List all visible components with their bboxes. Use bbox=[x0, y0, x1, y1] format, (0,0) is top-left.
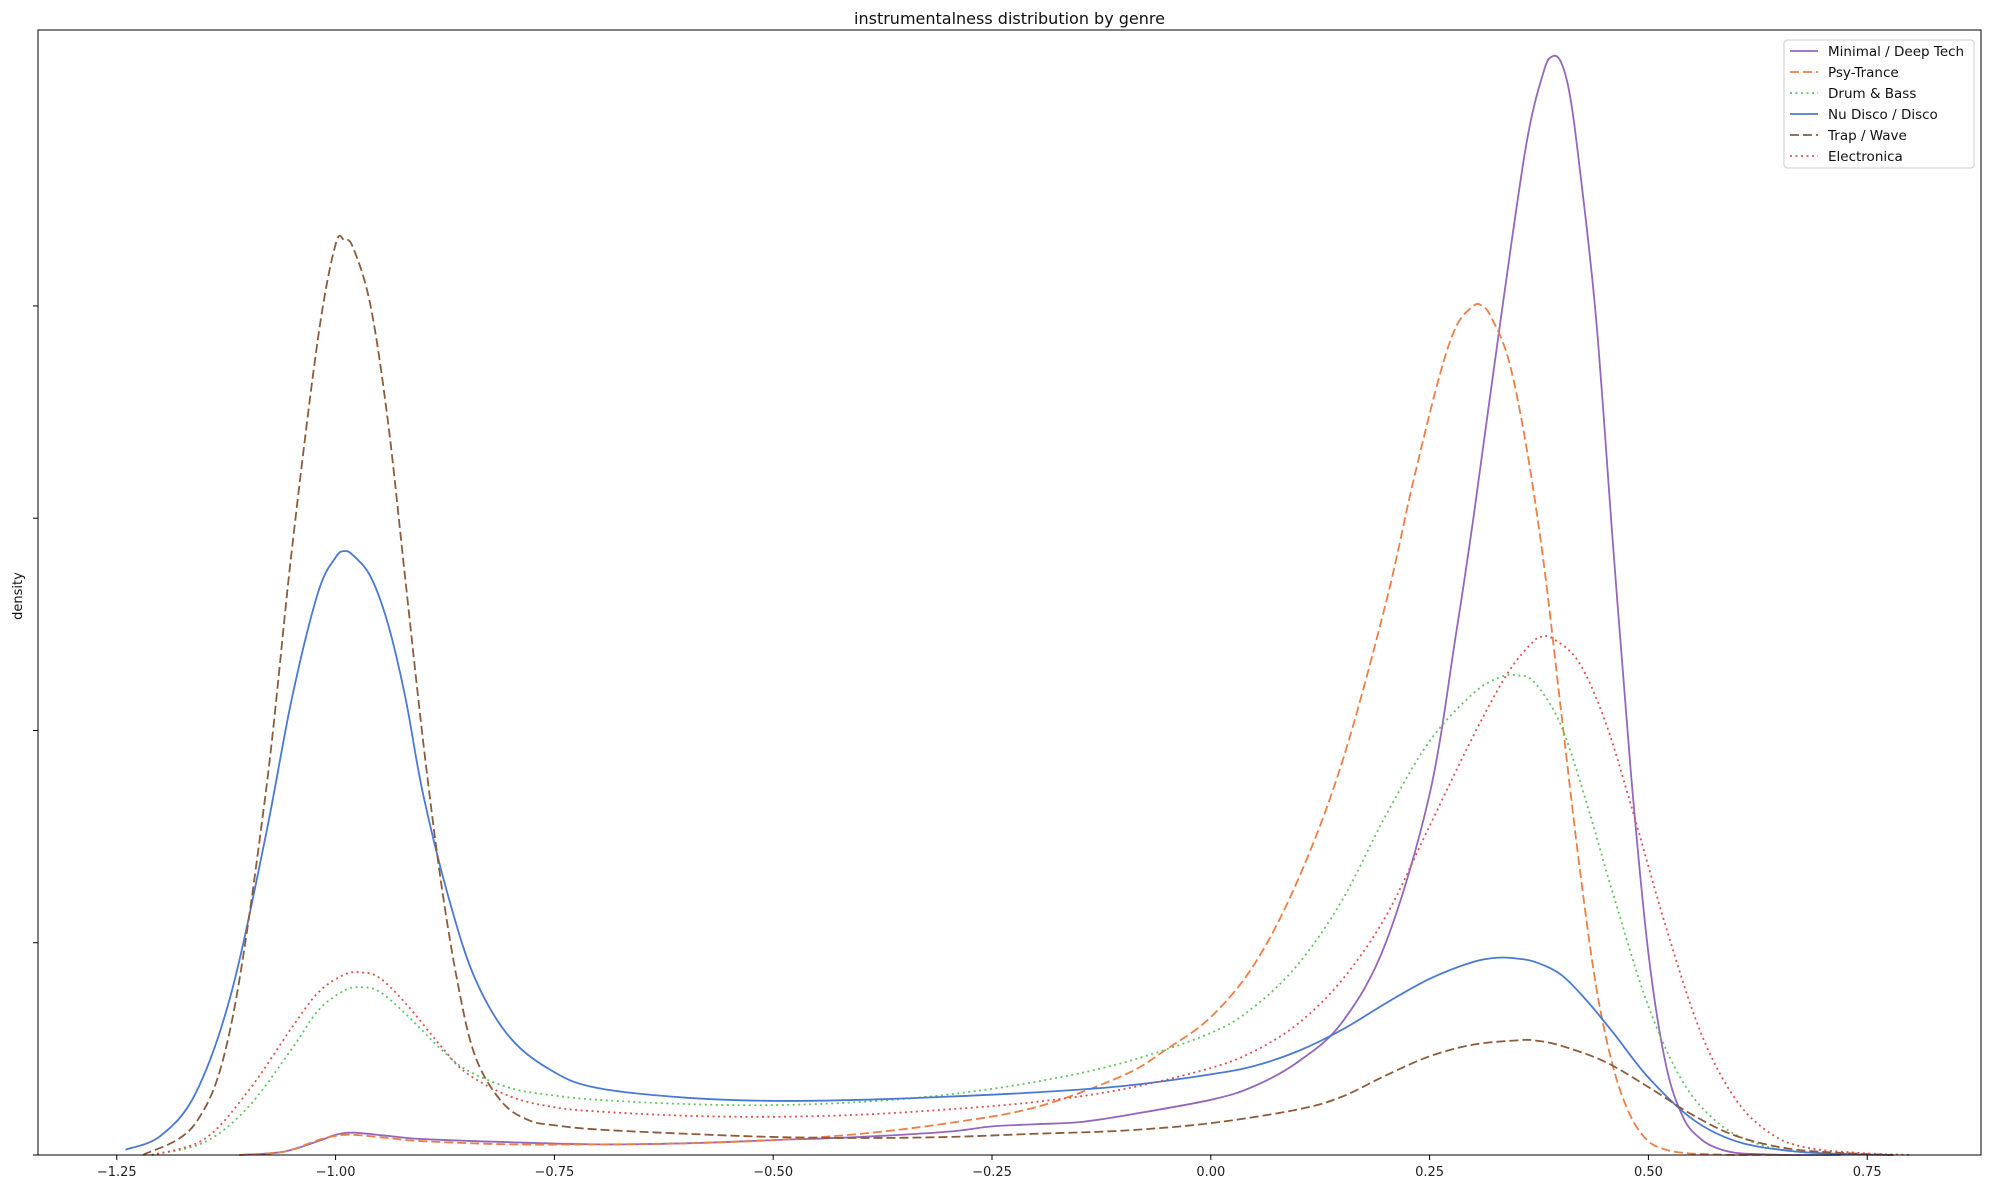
series-line-4 bbox=[142, 234, 1894, 1156]
series-line-2 bbox=[151, 673, 1894, 1156]
legend: Minimal / Deep Tech Psy-Trance Drum & Bass… bbox=[1783, 39, 1975, 169]
series-line-1 bbox=[239, 303, 1789, 1156]
plot-frame bbox=[37, 29, 1982, 1156]
x-tick-label: 0.25 bbox=[1415, 1165, 1444, 1180]
legend-label: Nu Disco / Disco bbox=[1828, 107, 1938, 123]
plot-background bbox=[38, 30, 1981, 1155]
y-axis-ticks bbox=[33, 305, 38, 1156]
legend-label: Drum & Bass bbox=[1828, 86, 1916, 102]
legend-label: Trap / Wave bbox=[1827, 128, 1907, 144]
series-line-3 bbox=[125, 550, 1894, 1156]
x-tick-label: −0.50 bbox=[753, 1165, 793, 1180]
legend-label: Electronica bbox=[1828, 149, 1903, 165]
legend-label: Minimal / Deep Tech bbox=[1828, 44, 1964, 60]
legend-label: Psy-Trance bbox=[1828, 65, 1899, 81]
y-axis-label: density bbox=[11, 572, 26, 620]
x-tick-label: −1.25 bbox=[97, 1165, 137, 1180]
x-tick-label: 0.75 bbox=[1853, 1165, 1882, 1180]
x-axis-ticks: −1.25 −1.00 −0.75 −0.50 −0.25 0.00 0.25 0.50 0.7… bbox=[97, 1155, 1882, 1180]
x-tick-label: 0.00 bbox=[1196, 1165, 1225, 1180]
x-tick-label: 0.50 bbox=[1634, 1165, 1663, 1180]
chart-title: instrumentalness distribution by genre bbox=[854, 9, 1165, 28]
x-tick-label: −0.25 bbox=[972, 1165, 1012, 1180]
series-line-0 bbox=[239, 54, 1841, 1156]
x-tick-label: −1.00 bbox=[316, 1165, 356, 1180]
series-lines bbox=[125, 54, 1912, 1156]
series-line-5 bbox=[151, 635, 1912, 1156]
legend-frame bbox=[1783, 39, 1975, 169]
x-tick-label: −0.75 bbox=[534, 1165, 574, 1180]
